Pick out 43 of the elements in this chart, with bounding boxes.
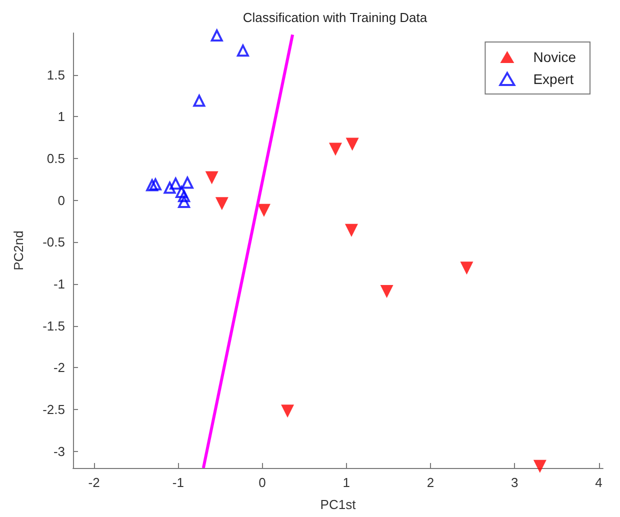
x-tick-label: 0 [258, 475, 266, 490]
point [164, 182, 176, 194]
y-tick-label: 1 [58, 109, 65, 124]
x-tick-label: 4 [595, 475, 602, 490]
point [170, 178, 182, 190]
point [281, 404, 294, 418]
chart-title: Classification with Training Data [242, 10, 428, 25]
x-tick-label: 1 [342, 475, 350, 490]
point [205, 171, 218, 184]
y-tick-label: 0.5 [46, 150, 65, 166]
point [533, 460, 546, 473]
x-tick-label: 3 [511, 475, 518, 490]
point [181, 176, 194, 189]
x-tick-label: 2 [426, 475, 434, 490]
y-tick-label: -1.5 [42, 318, 65, 334]
point [328, 142, 342, 156]
point [176, 186, 188, 198]
point [236, 44, 249, 57]
y-tick-label: -3 [53, 444, 65, 459]
y-axis-title: PC2nd [11, 230, 26, 270]
point [193, 94, 206, 107]
point [344, 224, 358, 237]
point [178, 190, 190, 202]
y-tick-label: -1 [53, 276, 65, 292]
y-tick-label: 1.5 [46, 67, 65, 82]
point [178, 196, 190, 208]
y-tick-label: 0 [58, 192, 65, 208]
point [210, 30, 223, 42]
legend-label: Expert [533, 71, 574, 87]
point [346, 138, 359, 151]
y-tick-label: -2 [53, 360, 65, 376]
point [460, 262, 474, 275]
point [380, 284, 394, 298]
y-tick-label: -2.5 [42, 402, 65, 417]
x-tick-label: -1 [172, 475, 184, 490]
legend-label: Novice [533, 49, 576, 65]
point [146, 179, 158, 192]
x-axis-title: PC1st [320, 497, 356, 512]
x-tick-label: -2 [88, 475, 100, 490]
point [215, 197, 228, 210]
point [257, 204, 270, 217]
point [149, 178, 162, 190]
y-tick-label: -0.5 [42, 234, 65, 250]
